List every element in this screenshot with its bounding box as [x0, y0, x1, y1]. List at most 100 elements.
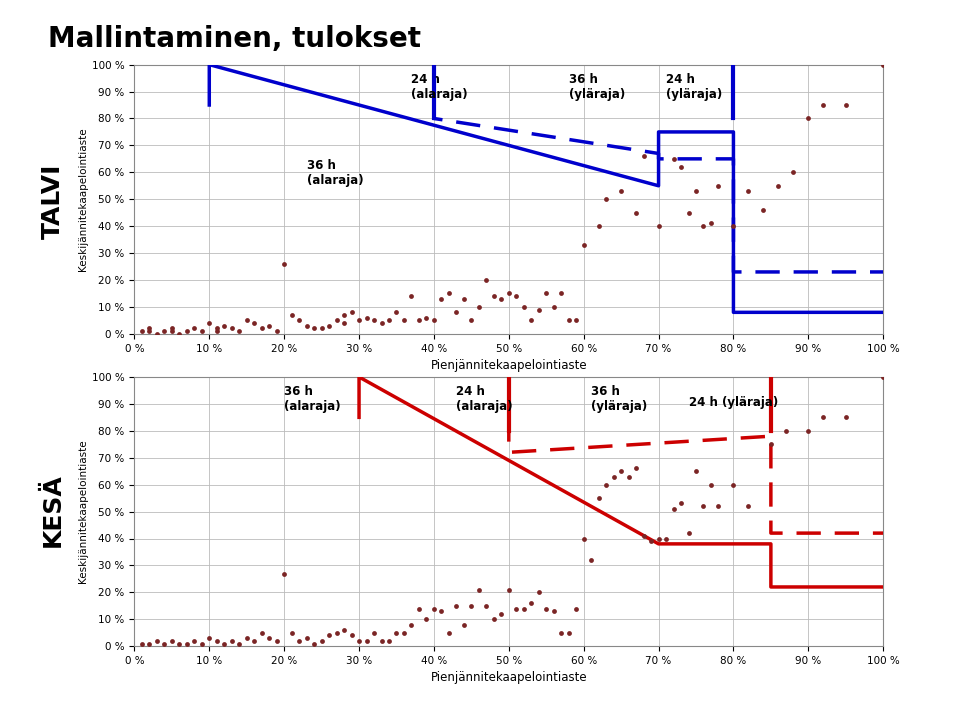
Point — [261, 320, 276, 332]
Point — [576, 533, 591, 544]
Point — [276, 258, 292, 270]
Point — [434, 605, 449, 617]
Point — [838, 411, 853, 423]
Point — [688, 185, 704, 197]
Point — [576, 239, 591, 251]
Point — [561, 627, 576, 638]
Point — [396, 314, 412, 326]
Point — [156, 325, 172, 337]
Point — [426, 603, 442, 615]
Point — [688, 465, 704, 477]
Point — [134, 638, 150, 649]
Point — [801, 425, 816, 437]
Point — [329, 314, 345, 326]
Point — [292, 314, 307, 326]
Point — [142, 323, 157, 335]
Point — [209, 325, 225, 337]
Point — [516, 603, 532, 615]
Point — [142, 638, 157, 649]
Point — [404, 290, 420, 302]
Text: 14: 14 — [910, 691, 931, 706]
Point — [231, 325, 247, 337]
Point — [704, 479, 719, 490]
Point — [613, 185, 629, 197]
Point — [516, 302, 532, 313]
Point — [224, 635, 239, 646]
Point — [292, 635, 307, 646]
Point — [156, 638, 172, 649]
Point — [231, 638, 247, 649]
Point — [359, 312, 374, 323]
Point — [876, 371, 891, 383]
Point — [269, 635, 284, 646]
Point — [254, 323, 270, 335]
Point — [801, 113, 816, 124]
Point — [164, 635, 180, 646]
Point — [194, 638, 209, 649]
Point — [426, 314, 442, 326]
Point — [254, 627, 270, 638]
Point — [149, 328, 164, 340]
Point — [598, 479, 613, 490]
Point — [180, 325, 195, 337]
Point — [493, 608, 509, 620]
Point — [344, 307, 359, 318]
Point — [351, 635, 367, 646]
Text: 24 h
(alaraja): 24 h (alaraja) — [412, 73, 468, 101]
Point — [464, 600, 479, 612]
Point — [284, 627, 300, 638]
Point — [419, 312, 434, 323]
Point — [568, 603, 584, 615]
Point — [493, 293, 509, 304]
Point — [509, 290, 524, 302]
Point — [411, 314, 426, 326]
Point — [554, 627, 569, 638]
Point — [876, 59, 891, 70]
Point — [134, 325, 150, 337]
Point — [367, 627, 382, 638]
Point — [373, 635, 389, 646]
Point — [591, 220, 607, 232]
Point — [629, 463, 644, 475]
Point — [224, 323, 239, 335]
Point — [217, 320, 232, 332]
Point — [142, 325, 157, 337]
Point — [322, 630, 337, 641]
Point — [636, 150, 651, 162]
Point — [673, 498, 688, 509]
Point — [838, 99, 853, 111]
Point — [180, 638, 195, 649]
Point — [239, 633, 254, 644]
Point — [471, 584, 487, 595]
Text: KESÄ: KESÄ — [40, 473, 64, 546]
Point — [531, 304, 546, 315]
Text: 36 h
(alaraja): 36 h (alaraja) — [306, 159, 363, 187]
Point — [726, 220, 741, 232]
Point — [172, 328, 187, 340]
Point — [606, 471, 621, 482]
Point — [659, 533, 674, 544]
Point — [666, 153, 682, 164]
Point — [696, 500, 711, 512]
X-axis label: Pienjännitekaapelointiaste: Pienjännitekaapelointiaste — [430, 671, 588, 684]
Point — [531, 587, 546, 598]
Point — [726, 479, 741, 490]
Point — [816, 411, 831, 423]
Point — [247, 635, 262, 646]
Point — [568, 314, 584, 326]
Point — [284, 309, 300, 321]
Point — [448, 600, 464, 612]
Point — [411, 603, 426, 615]
Point — [186, 323, 202, 335]
Point — [756, 204, 771, 215]
Point — [651, 533, 666, 544]
Point — [666, 503, 682, 515]
Point — [471, 302, 487, 313]
Point — [598, 193, 613, 205]
Text: 24 h (yläraja): 24 h (yläraja) — [688, 396, 778, 409]
Y-axis label: Keskijännitekaapelointiaste: Keskijännitekaapelointiaste — [78, 439, 87, 584]
Point — [389, 307, 404, 318]
Point — [336, 624, 351, 636]
Point — [336, 309, 351, 321]
Point — [561, 314, 576, 326]
